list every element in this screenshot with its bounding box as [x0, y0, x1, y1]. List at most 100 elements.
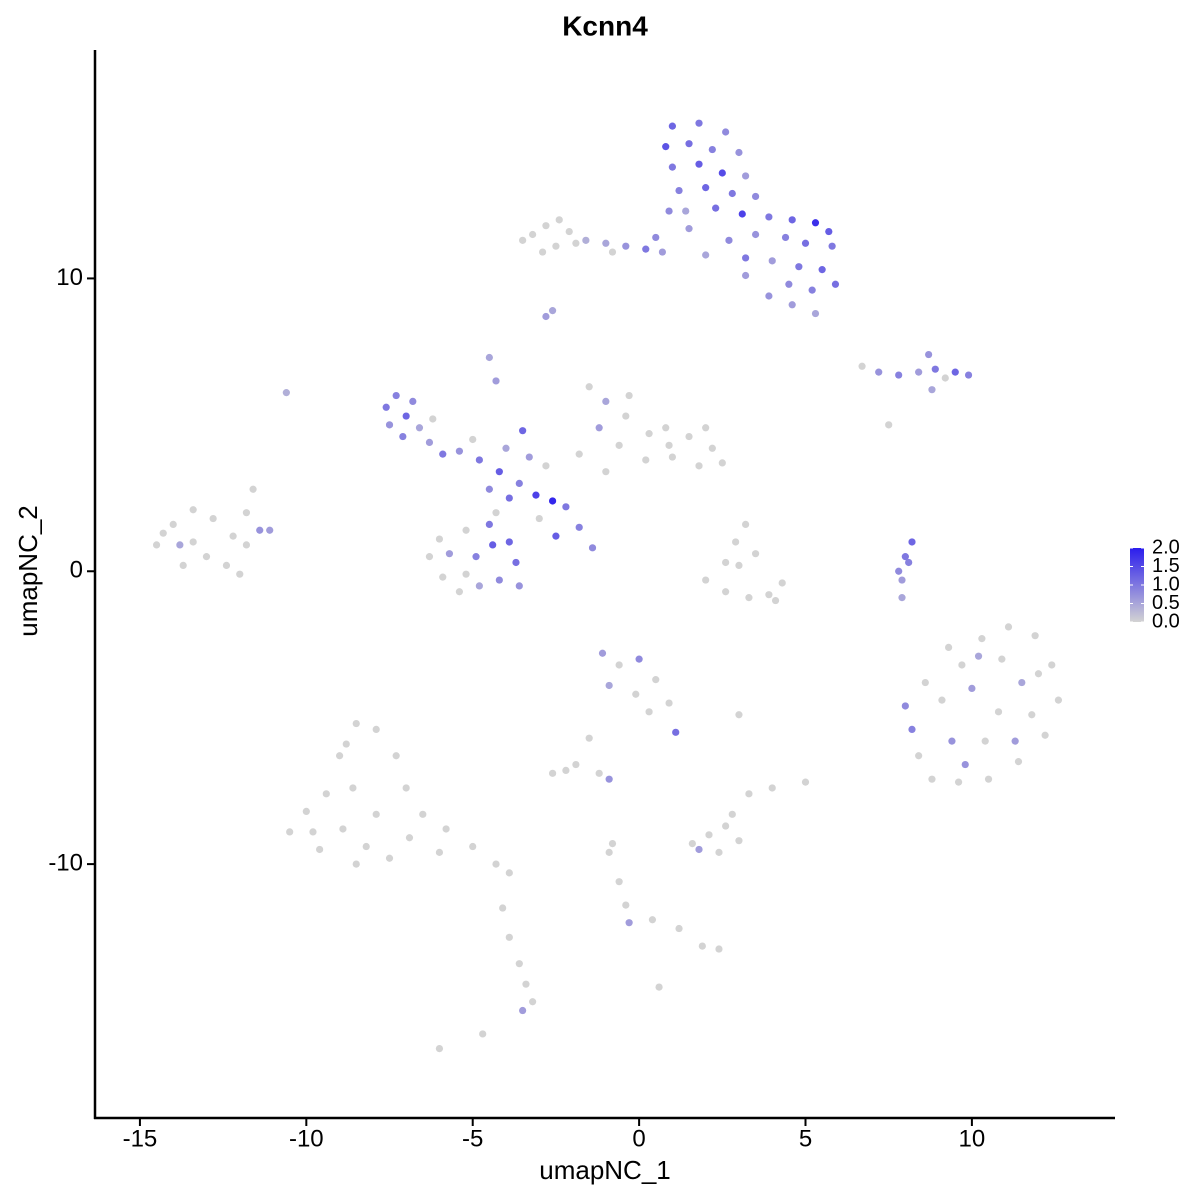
point — [336, 752, 344, 760]
point — [788, 216, 796, 224]
point — [735, 561, 743, 570]
point — [455, 588, 464, 596]
point — [708, 444, 716, 452]
y-tick-label: -10 — [48, 849, 83, 876]
point — [492, 860, 500, 868]
point — [492, 509, 500, 517]
point — [668, 122, 676, 130]
point — [505, 538, 513, 546]
point — [1028, 711, 1036, 719]
point — [1018, 678, 1026, 687]
point — [539, 248, 547, 256]
point — [652, 676, 660, 684]
point — [302, 807, 310, 815]
point — [502, 444, 510, 452]
point — [605, 681, 613, 690]
point — [994, 708, 1003, 716]
point — [602, 239, 610, 247]
point — [688, 840, 696, 848]
point — [542, 312, 550, 321]
point — [425, 553, 434, 561]
point — [425, 438, 434, 447]
point — [728, 189, 736, 198]
point — [712, 204, 720, 212]
point — [529, 998, 537, 1006]
point — [472, 553, 480, 561]
point — [435, 1044, 444, 1053]
points — [152, 119, 1063, 1053]
point — [402, 784, 410, 792]
point — [342, 740, 350, 748]
point — [702, 251, 710, 259]
point — [675, 924, 683, 933]
point — [515, 960, 523, 968]
point — [695, 119, 703, 127]
point — [202, 553, 211, 561]
point — [738, 210, 746, 218]
point — [695, 462, 703, 470]
point — [901, 702, 909, 710]
point — [608, 248, 617, 256]
point — [339, 825, 347, 833]
point — [565, 227, 573, 236]
point — [399, 432, 407, 441]
point — [632, 690, 640, 698]
point — [698, 942, 706, 950]
point — [645, 430, 653, 438]
point — [751, 550, 760, 558]
x-tick-label: 0 — [632, 1125, 645, 1152]
point — [602, 468, 610, 476]
point — [419, 810, 427, 818]
point — [515, 582, 523, 590]
point — [905, 558, 913, 567]
point — [648, 916, 657, 924]
point — [938, 696, 946, 704]
point — [495, 576, 503, 584]
point — [828, 242, 836, 250]
point — [931, 365, 939, 373]
point — [519, 1006, 527, 1015]
point — [921, 678, 929, 687]
point — [485, 485, 493, 493]
point — [685, 140, 693, 148]
point — [908, 538, 916, 546]
x-tick-label: 5 — [799, 1125, 812, 1152]
point — [352, 860, 360, 868]
point — [898, 576, 906, 584]
point — [469, 842, 477, 851]
point — [176, 541, 184, 549]
point — [722, 588, 730, 596]
point — [505, 494, 513, 502]
point — [788, 301, 796, 309]
point — [742, 172, 750, 180]
point — [652, 233, 660, 242]
point — [392, 391, 400, 400]
colorbar-label: 0.5 — [1152, 592, 1180, 614]
point — [405, 834, 414, 842]
point — [266, 526, 274, 534]
y-tick-label: 0 — [70, 557, 83, 584]
point — [522, 980, 530, 988]
point — [702, 576, 710, 584]
point — [485, 520, 493, 529]
point — [645, 708, 653, 716]
point — [532, 491, 540, 499]
point — [1011, 737, 1019, 745]
point — [588, 544, 597, 552]
point — [908, 725, 916, 733]
point — [915, 752, 923, 760]
x-axis-title: umapNC_1 — [539, 1155, 671, 1185]
point — [702, 184, 710, 192]
point — [286, 828, 294, 836]
point — [242, 541, 251, 549]
point — [256, 526, 264, 534]
point — [1004, 623, 1013, 631]
point — [732, 538, 740, 546]
point — [665, 207, 673, 215]
point — [602, 397, 610, 406]
x-tick-label: -10 — [289, 1125, 324, 1152]
point — [722, 128, 730, 136]
point — [625, 919, 633, 927]
point — [722, 558, 730, 567]
colorbar-label: 1.0 — [1152, 573, 1180, 595]
